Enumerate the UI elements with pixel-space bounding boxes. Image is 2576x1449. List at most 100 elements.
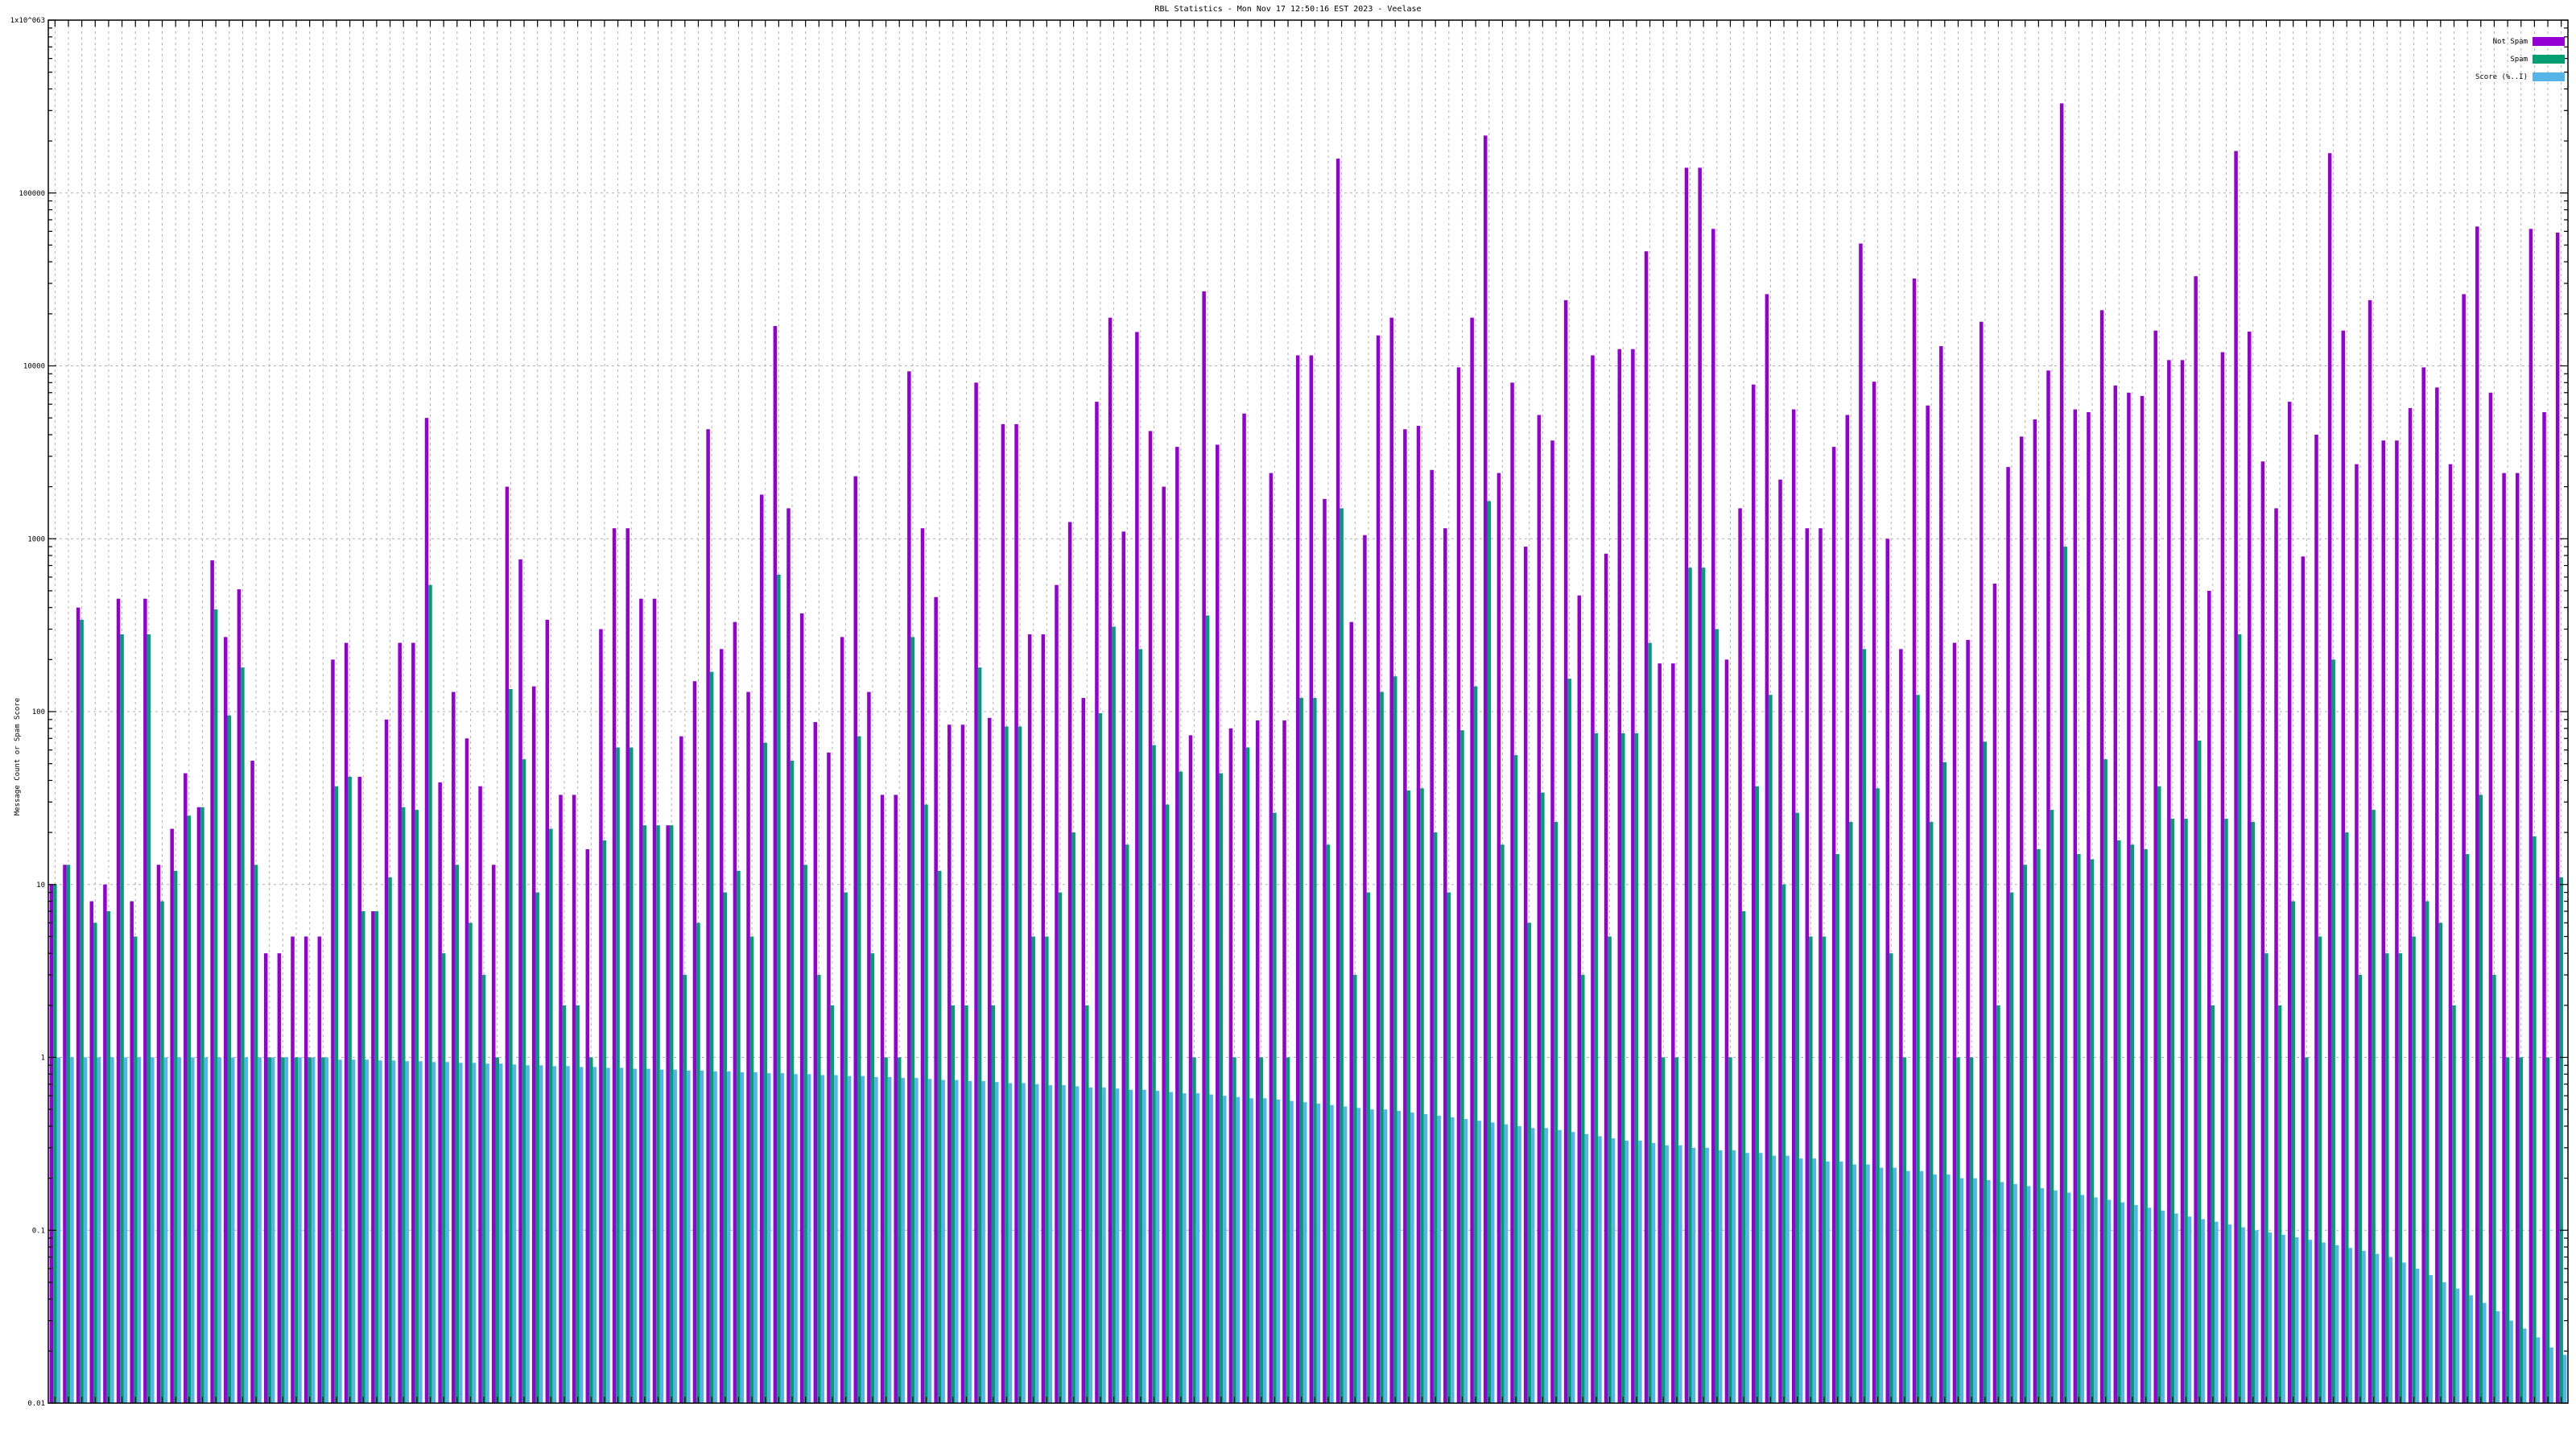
- bar-score: [927, 1079, 932, 1403]
- bar-score: [311, 1057, 316, 1403]
- bar-score: [191, 1057, 195, 1403]
- bar-spam: [294, 1057, 299, 1403]
- bar-score: [83, 1057, 88, 1403]
- bar-score: [110, 1057, 114, 1403]
- bar-spam: [2533, 836, 2537, 1403]
- bar-spam: [1608, 936, 1612, 1403]
- bar-spam: [1956, 1057, 1960, 1403]
- bar-not-spam: [1148, 431, 1153, 1403]
- bar-not-spam: [331, 659, 335, 1403]
- bar-score: [526, 1065, 530, 1403]
- bar-not-spam: [2502, 473, 2506, 1403]
- bar-not-spam: [1335, 159, 1340, 1404]
- bar-not-spam: [692, 681, 697, 1403]
- bar-spam: [173, 870, 178, 1403]
- bar-score: [1302, 1102, 1307, 1403]
- bar-spam: [2452, 1005, 2456, 1403]
- bar-score: [1088, 1087, 1093, 1403]
- bar-not-spam: [2435, 387, 2439, 1404]
- bar-spam: [281, 1057, 285, 1403]
- legend-swatch-spam: [2533, 55, 2565, 64]
- bar-spam: [616, 747, 620, 1403]
- bar-spam: [1406, 790, 1411, 1403]
- bar-score: [807, 1074, 811, 1403]
- bar-score: [606, 1067, 610, 1403]
- bar-score: [887, 1076, 892, 1403]
- bar-spam: [2412, 936, 2416, 1403]
- bar-spam: [1380, 691, 1384, 1403]
- bar-not-spam: [371, 911, 375, 1403]
- bar-score: [2107, 1199, 2112, 1403]
- bar-score: [981, 1080, 985, 1403]
- bar-not-spam: [1859, 243, 1863, 1403]
- bar-score: [2522, 1328, 2527, 1403]
- bar-spam: [1473, 686, 1478, 1403]
- bar-score: [1919, 1170, 1924, 1403]
- legend-label: Spam: [2510, 56, 2528, 64]
- bar-score: [244, 1057, 249, 1403]
- bar-not-spam: [1671, 663, 1675, 1403]
- bar-not-spam: [156, 865, 161, 1403]
- bar-spam: [2251, 822, 2255, 1403]
- bar-spam: [683, 975, 687, 1403]
- bar-score: [1798, 1158, 1803, 1403]
- bar-score: [391, 1060, 396, 1403]
- bar-not-spam: [813, 721, 818, 1403]
- bar-spam: [455, 865, 460, 1403]
- bar-spam: [790, 760, 795, 1403]
- bar-score: [1611, 1138, 1616, 1403]
- bar-spam: [1299, 697, 1303, 1403]
- bar-score: [405, 1061, 409, 1403]
- bar-not-spam: [1323, 498, 1327, 1403]
- bar-score: [2429, 1275, 2433, 1403]
- bar-not-spam: [291, 936, 295, 1403]
- bar-score: [123, 1057, 128, 1403]
- bar-score: [1946, 1174, 1951, 1403]
- bar-not-spam: [880, 795, 885, 1403]
- legend-swatch-score: [2533, 72, 2565, 81]
- bar-spam: [348, 776, 352, 1403]
- bar-spam: [1098, 712, 1103, 1403]
- plot-frame: [47, 19, 2569, 1404]
- bar-score: [1826, 1161, 1830, 1403]
- bar-not-spam: [733, 621, 737, 1403]
- bar-spam: [1112, 626, 1116, 1403]
- bar-score: [861, 1075, 865, 1403]
- bar-spam: [133, 936, 138, 1403]
- bar-score: [1437, 1115, 1441, 1403]
- bar-score: [673, 1069, 677, 1403]
- bar-not-spam: [2381, 440, 2385, 1403]
- bar-not-spam: [384, 719, 389, 1403]
- bar-score: [1155, 1091, 1160, 1403]
- bar-not-spam: [1269, 473, 1274, 1403]
- bar-not-spam: [679, 736, 683, 1403]
- bar-not-spam: [2462, 294, 2466, 1403]
- bar-not-spam: [1443, 528, 1447, 1404]
- bar-spam: [777, 574, 781, 1403]
- bar-not-spam: [1510, 382, 1514, 1404]
- bar-score: [552, 1066, 557, 1403]
- bar-score: [1758, 1153, 1763, 1403]
- bar-not-spam: [706, 429, 710, 1403]
- bar-not-spam: [438, 782, 442, 1403]
- bar-not-spam: [398, 642, 402, 1403]
- bar-score: [539, 1065, 543, 1403]
- bar-not-spam: [317, 936, 322, 1403]
- bar-not-spam: [344, 642, 349, 1403]
- bar-score: [713, 1071, 717, 1403]
- bar-spam: [2090, 859, 2095, 1403]
- bar-not-spam: [2006, 467, 2010, 1403]
- bar-spam: [1165, 804, 1170, 1403]
- bar-not-spam: [960, 724, 965, 1403]
- bar-not-spam: [1095, 402, 1099, 1404]
- bar-not-spam: [143, 598, 147, 1403]
- bar-score: [1262, 1098, 1267, 1403]
- bar-spam: [991, 1005, 995, 1403]
- bar-score: [1785, 1155, 1790, 1403]
- legend-label: Not Spam: [2493, 38, 2528, 46]
- bar-score: [2268, 1232, 2273, 1403]
- bar-not-spam: [1282, 720, 1286, 1403]
- bar-score: [445, 1062, 449, 1403]
- bar-score: [351, 1059, 356, 1403]
- bar-score: [137, 1057, 141, 1403]
